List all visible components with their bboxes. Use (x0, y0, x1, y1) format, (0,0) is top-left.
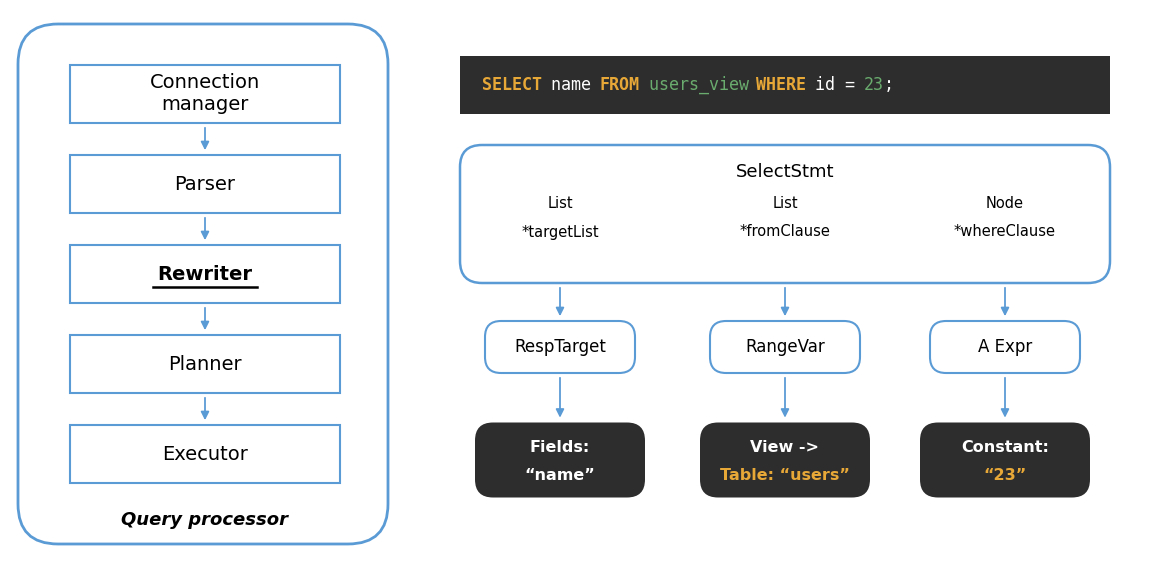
Text: “name”: “name” (525, 467, 595, 482)
FancyBboxPatch shape (70, 155, 340, 213)
FancyBboxPatch shape (70, 335, 340, 393)
Text: WHERE: WHERE (756, 76, 806, 94)
Text: Constant:: Constant: (962, 441, 1049, 456)
Text: Connection
manager: Connection manager (150, 73, 261, 115)
FancyBboxPatch shape (920, 423, 1090, 498)
FancyBboxPatch shape (460, 56, 1110, 114)
Text: List: List (773, 197, 798, 211)
Text: RespTarget: RespTarget (514, 338, 606, 356)
Text: name: name (541, 76, 601, 94)
Text: Node: Node (986, 197, 1024, 211)
Text: ;: ; (884, 76, 894, 94)
Text: SELECT: SELECT (482, 76, 542, 94)
FancyBboxPatch shape (460, 145, 1110, 283)
Text: id =: id = (806, 76, 866, 94)
Text: *whereClause: *whereClause (954, 225, 1056, 240)
Text: Executor: Executor (163, 445, 248, 463)
Text: 23: 23 (865, 76, 884, 94)
Text: “23”: “23” (984, 467, 1026, 482)
Text: View ->: View -> (751, 441, 820, 456)
Text: SelectStmt: SelectStmt (736, 163, 835, 181)
FancyBboxPatch shape (710, 321, 860, 373)
Text: Rewriter: Rewriter (158, 264, 253, 283)
Text: List: List (548, 197, 573, 211)
FancyBboxPatch shape (485, 321, 635, 373)
FancyBboxPatch shape (475, 423, 645, 498)
Text: *targetList: *targetList (521, 225, 598, 240)
Text: users_view: users_view (639, 76, 759, 94)
Text: Fields:: Fields: (530, 441, 590, 456)
FancyBboxPatch shape (930, 321, 1080, 373)
Text: RangeVar: RangeVar (745, 338, 824, 356)
Text: A Expr: A Expr (978, 338, 1032, 356)
Text: FROM: FROM (600, 76, 640, 94)
FancyBboxPatch shape (70, 245, 340, 303)
FancyBboxPatch shape (18, 24, 389, 544)
FancyBboxPatch shape (700, 423, 871, 498)
FancyBboxPatch shape (70, 65, 340, 123)
FancyBboxPatch shape (70, 425, 340, 483)
Text: Query processor: Query processor (121, 511, 288, 529)
Text: *fromClause: *fromClause (739, 225, 830, 240)
Text: Table: “users”: Table: “users” (721, 467, 850, 482)
Text: Parser: Parser (174, 175, 235, 193)
Text: Planner: Planner (168, 354, 242, 374)
